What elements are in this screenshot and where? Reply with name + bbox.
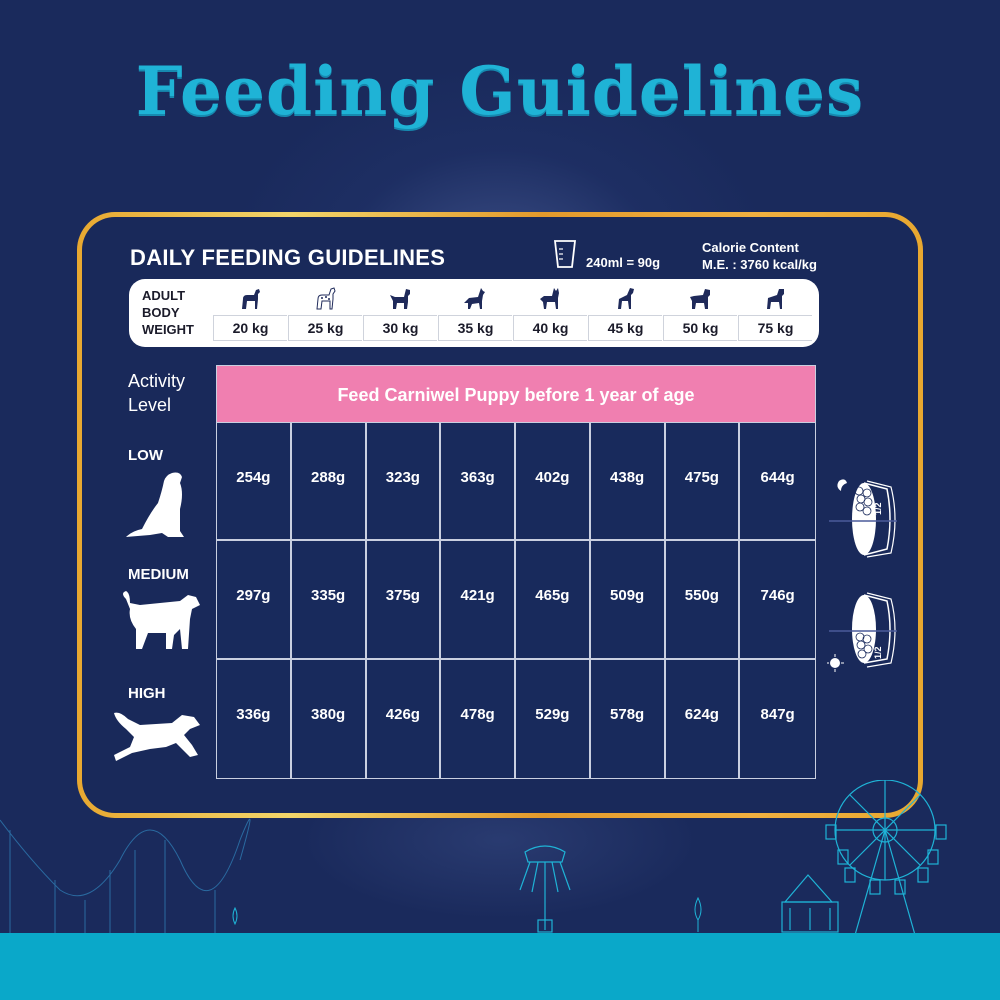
sitting-dog-icon	[126, 472, 184, 537]
weight-value: 45 kg	[588, 315, 662, 341]
feeding-table: 254g 288g 323g 363g 402g 438g 475g 644g …	[216, 422, 816, 779]
dog-silhouette-icon	[242, 289, 260, 309]
ferris-wheel-icon	[825, 780, 947, 936]
mastiff-icon	[690, 289, 710, 309]
weight-column: 30 kg	[363, 279, 438, 347]
weight-value: 50 kg	[663, 315, 737, 341]
table-cell: 550g	[665, 541, 741, 660]
activity-label-line: Activity	[128, 371, 186, 391]
calorie-content: Calorie Content M.E. : 3760 kcal/kg	[702, 239, 817, 273]
running-dog-icon	[114, 712, 200, 761]
table-cell: 644g	[740, 423, 815, 542]
carousel-icon	[781, 874, 839, 933]
table-cell: 254g	[217, 423, 292, 542]
guidelines-card-frame: DAILY FEEDING GUIDELINES 240ml = 90g Cal…	[77, 212, 923, 818]
shepherd-icon	[464, 288, 485, 309]
weight-value: 20 kg	[213, 315, 287, 341]
table-cell: 624g	[665, 659, 741, 778]
amusement-park-skyline	[0, 780, 947, 936]
tree-icon	[232, 896, 702, 932]
weight-value: 25 kg	[288, 315, 362, 341]
ground-band	[0, 933, 1000, 1000]
level-high-label: HIGH	[128, 685, 166, 702]
weight-label-line: BODY	[142, 305, 180, 320]
table-cell: 746g	[740, 541, 815, 660]
table-cell: 323g	[366, 423, 442, 542]
weight-value: 75 kg	[738, 315, 812, 341]
guidelines-card: DAILY FEEDING GUIDELINES 240ml = 90g Cal…	[82, 217, 918, 813]
table-cell: 478g	[441, 659, 516, 778]
svg-text:1/2: 1/2	[873, 502, 883, 515]
moon-icon	[837, 479, 847, 491]
page-title: Feeding Guidelines	[135, 52, 865, 130]
weight-column: 75 kg	[738, 279, 813, 347]
calorie-label: Calorie Content	[702, 240, 799, 255]
svg-text:1/2: 1/2	[873, 646, 883, 659]
weight-label: ADULT BODY WEIGHT	[142, 287, 194, 338]
level-low-label: LOW	[128, 447, 163, 464]
table-cell: 475g	[665, 423, 741, 542]
table-cell: 288g	[291, 423, 367, 542]
weight-column: 45 kg	[588, 279, 663, 347]
weight-columns: 20 kg 25 kg 30 kg 35 kg 40 kg	[213, 279, 813, 347]
weight-column: 40 kg	[513, 279, 588, 347]
table-cell: 363g	[441, 423, 516, 542]
table-cell: 421g	[441, 541, 516, 660]
age-banner: Feed Carniwel Puppy before 1 year of age	[216, 365, 816, 423]
doberman-icon	[618, 288, 634, 309]
weight-column: 50 kg	[663, 279, 738, 347]
table-cell: 402g	[516, 423, 591, 542]
night-bowl-icon: 1/2	[829, 479, 897, 558]
weight-header: ADULT BODY WEIGHT 20 kg 25 kg 30 kg	[129, 279, 819, 347]
weight-value: 40 kg	[513, 315, 587, 341]
dalmatian-icon	[316, 287, 336, 310]
activity-level-label: Activity Level	[128, 369, 185, 417]
husky-icon	[540, 288, 559, 309]
table-cell: 509g	[590, 541, 666, 660]
activity-label-line: Level	[128, 395, 172, 415]
swing-ride-icon	[519, 845, 571, 933]
table-cell: 465g	[516, 541, 591, 660]
retriever-icon	[390, 289, 410, 309]
level-medium-label: MEDIUM	[128, 566, 189, 583]
table-cell: 426g	[366, 659, 442, 778]
table-cell: 297g	[217, 541, 292, 660]
sun-icon	[830, 658, 840, 668]
table-cell: 438g	[590, 423, 666, 542]
table-cell: 529g	[516, 659, 591, 778]
weight-value: 30 kg	[363, 315, 437, 341]
roller-coaster-icon	[0, 818, 251, 935]
rottweiler-icon	[767, 289, 784, 309]
table-cell: 578g	[590, 659, 666, 778]
weight-label-line: WEIGHT	[142, 322, 194, 337]
cup-conversion: 240ml = 90g	[586, 255, 661, 270]
day-bowl-icon: 1/2	[827, 592, 897, 672]
table-cell: 336g	[217, 659, 292, 778]
measuring-cup-icon	[554, 240, 576, 268]
weight-column: 20 kg	[213, 279, 288, 347]
table-cell: 375g	[366, 541, 442, 660]
walking-dog-icon	[123, 591, 200, 649]
weight-column: 35 kg	[438, 279, 513, 347]
table-cell: 335g	[291, 541, 367, 660]
table-cell: 847g	[740, 659, 815, 778]
weight-label-line: ADULT	[142, 288, 186, 303]
table-cell: 380g	[291, 659, 367, 778]
weight-column: 25 kg	[288, 279, 363, 347]
card-heading: DAILY FEEDING GUIDELINES	[130, 245, 446, 270]
calorie-value: M.E. : 3760 kcal/kg	[702, 257, 817, 272]
weight-value: 35 kg	[438, 315, 512, 341]
